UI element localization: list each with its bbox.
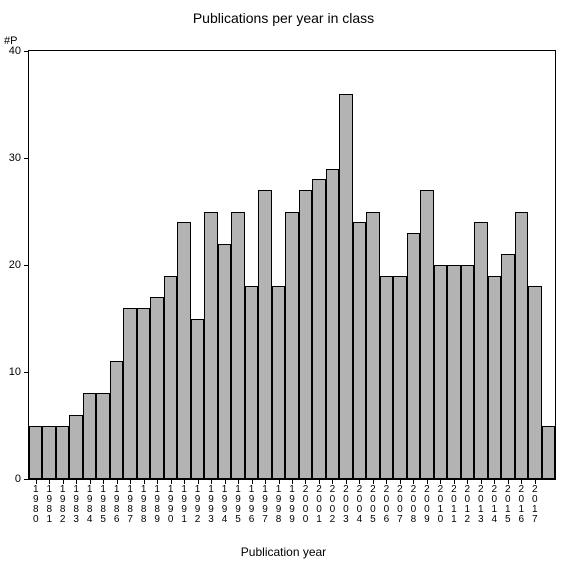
bar: [110, 361, 123, 479]
bar: [258, 190, 271, 479]
bar: [69, 415, 82, 479]
x-tick-label: 1995: [233, 485, 243, 525]
bar: [177, 222, 190, 479]
bar: [29, 426, 42, 480]
x-tick-label: 1994: [220, 485, 230, 525]
bar: [420, 190, 433, 479]
x-tick-label: 1987: [125, 485, 135, 525]
x-tick-label: 1980: [31, 485, 41, 525]
bar: [150, 297, 163, 479]
x-tick-label: 2005: [368, 485, 378, 525]
y-tick-line: [24, 158, 29, 159]
x-tick-label: 1991: [179, 485, 189, 525]
x-tick-label: 1984: [85, 485, 95, 525]
x-tick-label: 2009: [422, 485, 432, 525]
y-tick-line: [24, 51, 29, 52]
bar: [393, 276, 406, 479]
bar: [245, 286, 258, 479]
bar: [542, 426, 555, 480]
bar: [366, 212, 379, 480]
bar: [56, 426, 69, 480]
y-tick-line: [24, 265, 29, 266]
bar: [218, 244, 231, 479]
bar: [447, 265, 460, 479]
bar: [501, 254, 514, 479]
x-tick-label: 2017: [530, 485, 540, 525]
y-tick-label: 10: [9, 366, 21, 378]
x-tick-label: 1985: [98, 485, 108, 525]
bar: [96, 393, 109, 479]
x-tick-label: 1993: [206, 485, 216, 525]
x-tick-label: 2004: [354, 485, 364, 525]
y-tick-line: [24, 372, 29, 373]
bar: [407, 233, 420, 479]
y-tick-label: 20: [9, 259, 21, 271]
x-tick-label: 2006: [381, 485, 391, 525]
bar: [123, 308, 136, 479]
bar: [42, 426, 55, 480]
bar: [461, 265, 474, 479]
y-tick-line: [24, 479, 29, 480]
bar: [137, 308, 150, 479]
x-tick-label: 1981: [44, 485, 54, 525]
y-tick-label: 30: [9, 152, 21, 164]
x-tick-label: 1996: [247, 485, 257, 525]
x-tick-label: 2013: [476, 485, 486, 525]
publications-bar-chart: Publications per year in class #P 010203…: [0, 0, 567, 567]
y-tick-label: 40: [9, 45, 21, 57]
bar: [204, 212, 217, 480]
bar: [285, 212, 298, 480]
x-tick-label: 2000: [300, 485, 310, 525]
x-tick-label: 2003: [341, 485, 351, 525]
bar: [164, 276, 177, 479]
bar: [339, 94, 352, 479]
x-tick-label: 2016: [516, 485, 526, 525]
x-tick-label: 2010: [435, 485, 445, 525]
x-tick-label: 1997: [260, 485, 270, 525]
bar: [380, 276, 393, 479]
x-axis-label: Publication year: [0, 545, 567, 559]
x-tick-label: 1999: [287, 485, 297, 525]
x-tick-label: 2007: [395, 485, 405, 525]
x-tick-label: 2011: [449, 485, 459, 525]
bar: [299, 190, 312, 479]
bar: [83, 393, 96, 479]
bar: [231, 212, 244, 480]
x-tick-label: 2014: [489, 485, 499, 525]
bar: [312, 179, 325, 479]
bar: [353, 222, 366, 479]
x-tick-label: 1983: [71, 485, 81, 525]
bar: [515, 212, 528, 480]
x-tick-label: 1988: [139, 485, 149, 525]
x-tick-label: 2008: [408, 485, 418, 525]
bar: [191, 319, 204, 480]
x-tick-label: 1992: [193, 485, 203, 525]
bar: [326, 169, 339, 479]
bar: [474, 222, 487, 479]
x-tick-label: 2012: [462, 485, 472, 525]
x-tick-label: 2002: [327, 485, 337, 525]
x-tick-label: 1998: [274, 485, 284, 525]
x-tick-label: 1990: [166, 485, 176, 525]
x-tick-label: 2001: [314, 485, 324, 525]
bar: [272, 286, 285, 479]
bar: [434, 265, 447, 479]
bar: [488, 276, 501, 479]
plot-area: 010203040 198019811982198319841985198619…: [28, 50, 556, 480]
chart-title: Publications per year in class: [0, 10, 567, 26]
x-tick-label: 1986: [112, 485, 122, 525]
y-tick-label: 0: [15, 473, 21, 485]
x-tick-label: 1989: [152, 485, 162, 525]
bar: [528, 286, 541, 479]
x-tick-label: 2015: [503, 485, 513, 525]
x-tick-label: 1982: [58, 485, 68, 525]
bars-container: [29, 51, 555, 479]
